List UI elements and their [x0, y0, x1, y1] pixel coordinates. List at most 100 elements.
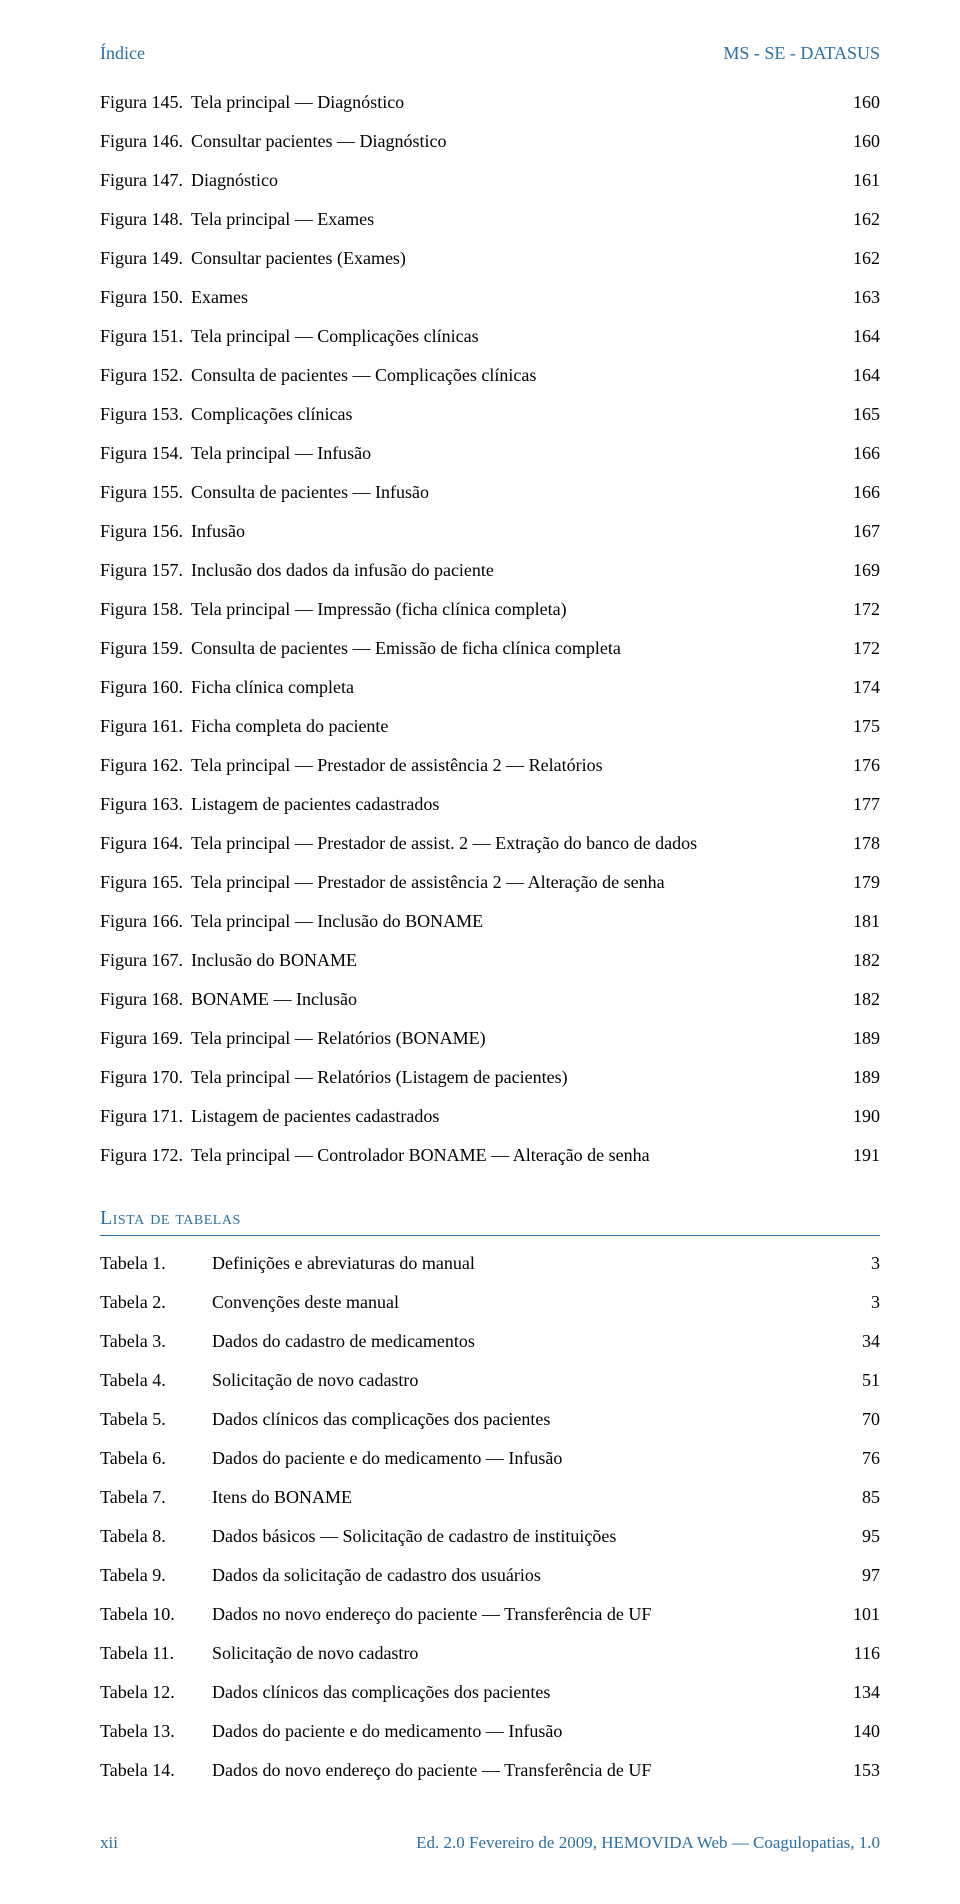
table-label: Tabela 11. [100, 1640, 212, 1667]
figure-label: Figura 146. [100, 128, 191, 155]
figure-title: Tela principal — Prestador de assistênci… [191, 869, 844, 896]
table-row: Tabela 3.Dados do cadastro de medicament… [100, 1328, 880, 1355]
table-row: Tabela 4.Solicitação de novo cadastro51 [100, 1367, 880, 1394]
figure-page: 166 [844, 440, 880, 467]
figure-label: Figura 167. [100, 947, 191, 974]
figure-page: 169 [844, 557, 880, 584]
figure-page: 178 [844, 830, 880, 857]
table-page: 116 [844, 1640, 880, 1667]
figure-page: 162 [844, 206, 880, 233]
table-title: Solicitação de novo cadastro [212, 1640, 844, 1667]
figure-row: Figura 168.BONAME — Inclusão182 [100, 986, 880, 1013]
figure-page: 174 [844, 674, 880, 701]
table-page: 95 [844, 1523, 880, 1550]
figure-label: Figura 154. [100, 440, 191, 467]
table-page: 85 [844, 1484, 880, 1511]
table-page: 70 [844, 1406, 880, 1433]
table-label: Tabela 4. [100, 1367, 212, 1394]
figure-title: Ficha completa do paciente [191, 713, 844, 740]
table-label: Tabela 2. [100, 1289, 212, 1316]
table-title: Dados clínicos das complicações dos paci… [212, 1406, 844, 1433]
figure-page: 191 [844, 1142, 880, 1169]
table-title: Dados no novo endereço do paciente — Tra… [212, 1601, 844, 1628]
figure-row: Figura 156.Infusão167 [100, 518, 880, 545]
figure-row: Figura 160.Ficha clínica completa174 [100, 674, 880, 701]
table-label: Tabela 5. [100, 1406, 212, 1433]
figure-row: Figura 161.Ficha completa do paciente175 [100, 713, 880, 740]
figure-row: Figura 152.Consulta de pacientes — Compl… [100, 362, 880, 389]
table-page: 97 [844, 1562, 880, 1589]
figure-page: 160 [844, 128, 880, 155]
figure-row: Figura 162.Tela principal — Prestador de… [100, 752, 880, 779]
figure-title: Tela principal — Relatórios (BONAME) [191, 1025, 844, 1052]
figure-page: 176 [844, 752, 880, 779]
figure-row: Figura 150.Exames163 [100, 284, 880, 311]
table-title: Dados do paciente e do medicamento — Inf… [212, 1718, 844, 1745]
table-page: 3 [844, 1289, 880, 1316]
table-label: Tabela 14. [100, 1757, 212, 1784]
figure-row: Figura 158.Tela principal — Impressão (f… [100, 596, 880, 623]
figure-label: Figura 149. [100, 245, 191, 272]
page-footer: xii Ed. 2.0 Fevereiro de 2009, HEMOVIDA … [100, 1830, 880, 1856]
figure-page: 182 [844, 986, 880, 1013]
table-label: Tabela 1. [100, 1250, 212, 1277]
figure-row: Figura 169.Tela principal — Relatórios (… [100, 1025, 880, 1052]
table-row: Tabela 10.Dados no novo endereço do paci… [100, 1601, 880, 1628]
figure-label: Figura 153. [100, 401, 191, 428]
figure-title: Tela principal — Impressão (ficha clínic… [191, 596, 844, 623]
footer-left: xii [100, 1830, 118, 1856]
table-label: Tabela 7. [100, 1484, 212, 1511]
table-label: Tabela 3. [100, 1328, 212, 1355]
figure-title: Tela principal — Diagnóstico [191, 89, 844, 116]
figure-page: 165 [844, 401, 880, 428]
table-row: Tabela 5.Dados clínicos das complicações… [100, 1406, 880, 1433]
header-right: MS - SE - DATASUS [723, 40, 880, 67]
table-row: Tabela 12.Dados clínicos das complicaçõe… [100, 1679, 880, 1706]
table-title: Dados do cadastro de medicamentos [212, 1328, 844, 1355]
figure-title: Tela principal — Complicações clínicas [191, 323, 844, 350]
figure-row: Figura 157.Inclusão dos dados da infusão… [100, 557, 880, 584]
figure-row: Figura 171.Listagem de pacientes cadastr… [100, 1103, 880, 1130]
figure-label: Figura 171. [100, 1103, 191, 1130]
table-title: Dados básicos — Solicitação de cadastro … [212, 1523, 844, 1550]
figure-row: Figura 167.Inclusão do BONAME182 [100, 947, 880, 974]
figure-title: Consultar pacientes (Exames) [191, 245, 844, 272]
figure-page: 167 [844, 518, 880, 545]
figure-title: Listagem de pacientes cadastrados [191, 1103, 844, 1130]
table-title: Dados clínicos das complicações dos paci… [212, 1679, 844, 1706]
table-row: Tabela 9.Dados da solicitação de cadastr… [100, 1562, 880, 1589]
figure-row: Figura 149.Consultar pacientes (Exames)1… [100, 245, 880, 272]
figure-row: Figura 146.Consultar pacientes — Diagnós… [100, 128, 880, 155]
figure-page: 179 [844, 869, 880, 896]
table-label: Tabela 13. [100, 1718, 212, 1745]
table-label: Tabela 9. [100, 1562, 212, 1589]
table-label: Tabela 8. [100, 1523, 212, 1550]
figure-label: Figura 172. [100, 1142, 191, 1169]
figure-title: Exames [191, 284, 844, 311]
table-title: Dados do novo endereço do paciente — Tra… [212, 1757, 844, 1784]
figure-label: Figura 162. [100, 752, 191, 779]
figure-label: Figura 160. [100, 674, 191, 701]
figure-page: 161 [844, 167, 880, 194]
figure-page: 162 [844, 245, 880, 272]
figure-label: Figura 169. [100, 1025, 191, 1052]
figure-page: 172 [844, 596, 880, 623]
figure-label: Figura 163. [100, 791, 191, 818]
tables-heading: Lista de tabelas [100, 1203, 880, 1236]
figure-row: Figura 154.Tela principal — Infusão166 [100, 440, 880, 467]
figure-title: Complicações clínicas [191, 401, 844, 428]
figure-label: Figura 147. [100, 167, 191, 194]
table-page: 3 [844, 1250, 880, 1277]
figure-label: Figura 165. [100, 869, 191, 896]
header-left: Índice [100, 40, 145, 67]
table-row: Tabela 8.Dados básicos — Solicitação de … [100, 1523, 880, 1550]
footer-right: Ed. 2.0 Fevereiro de 2009, HEMOVIDA Web … [416, 1830, 880, 1856]
figure-page: 164 [844, 362, 880, 389]
figure-title: Tela principal — Exames [191, 206, 844, 233]
figure-row: Figura 163.Listagem de pacientes cadastr… [100, 791, 880, 818]
tables-list: Tabela 1.Definições e abreviaturas do ma… [100, 1250, 880, 1784]
figure-label: Figura 157. [100, 557, 191, 584]
figures-list: Figura 145.Tela principal — Diagnóstico1… [100, 89, 880, 1169]
figure-row: Figura 148.Tela principal — Exames162 [100, 206, 880, 233]
figure-title: Consulta de pacientes — Emissão de ficha… [191, 635, 844, 662]
